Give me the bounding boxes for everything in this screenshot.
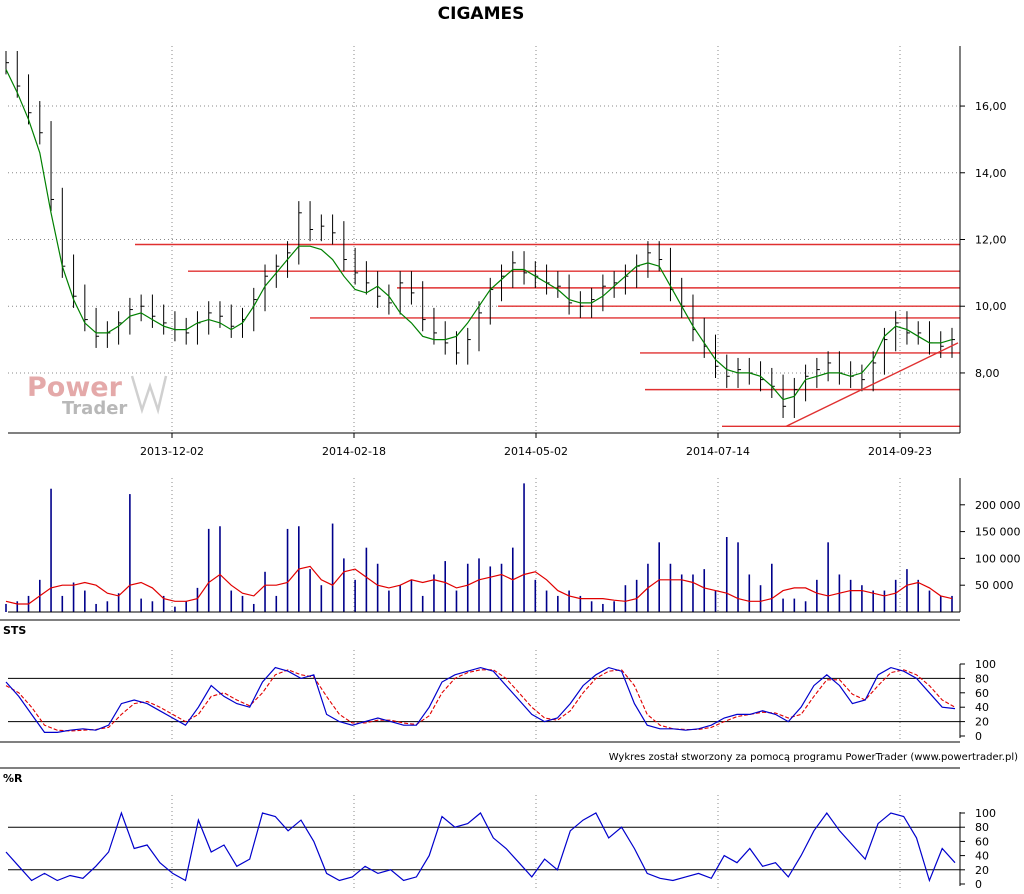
watermark-power-text: Power [27, 372, 123, 403]
trend-line [785, 342, 959, 427]
powertrader-watermark: Power Trader [27, 372, 168, 419]
williams-r-y-tick-label: 80 [975, 821, 989, 834]
williams-r-y-tick-label: 100 [975, 807, 996, 820]
williams-r-y-tick-label: 0 [975, 878, 982, 891]
sts-y-tick-label: 0 [975, 730, 982, 743]
volume-y-tick-label: 200 000 [975, 499, 1021, 512]
watermark-w-icon [130, 375, 168, 415]
volume-bars [5, 483, 953, 612]
volume-panel: 50 000 100 000 150 000 200 000 [0, 478, 1021, 621]
sts-y-tick-label: 20 [975, 716, 989, 729]
price-x-ticks: 2013-12-02 2014-02-18 2014-05-02 2014-07-14… [140, 433, 932, 458]
price-y-tick-label: 8,00 [975, 367, 1000, 380]
volume-y-ticks: 50 000 100 000 150 000 200 000 [960, 499, 1021, 592]
volume-y-tick-label: 50 000 [975, 579, 1014, 592]
sts-y-tick-label: 100 [975, 658, 996, 671]
sts-panel-label: STS [3, 624, 26, 637]
price-panel: Power Trader 8,00 10,00 12,00 14,00 16,00 20… [5, 46, 1007, 458]
price-x-tick-label: 2013-12-02 [140, 445, 204, 458]
williams-r-reference-levels [8, 826, 960, 871]
price-grid [8, 46, 960, 433]
sts-grid [171, 650, 901, 740]
williams-r-panel-label: %R [3, 772, 23, 785]
price-y-tick-label: 16,00 [975, 100, 1007, 113]
price-bars [5, 51, 955, 418]
price-y-tick-label: 12,00 [975, 234, 1007, 247]
price-moving-average-line [5, 69, 953, 401]
powertrader-credit: Wykres został stworzony za pomocą progra… [609, 752, 1018, 763]
price-x-tick-label: 2014-09-23 [868, 445, 932, 458]
sts-y-tick-label: 40 [975, 701, 989, 714]
support-resistance-lines [135, 243, 960, 428]
price-x-tick-label: 2014-02-18 [322, 445, 386, 458]
volume-y-tick-label: 150 000 [975, 526, 1021, 539]
williams-r-grid [171, 795, 901, 890]
price-x-tick-label: 2014-05-02 [504, 445, 568, 458]
volume-y-tick-label: 100 000 [975, 552, 1021, 565]
williams-r-y-tick-label: 40 [975, 850, 989, 863]
sts-y-tick-label: 80 [975, 672, 989, 685]
volume-average-line [5, 565, 953, 605]
sts-reference-levels [8, 677, 960, 723]
price-y-tick-label: 10,00 [975, 300, 1007, 313]
price-y-tick-label: 14,00 [975, 167, 1007, 180]
sts-signal-line [5, 669, 956, 732]
chart-title: CIGAMES [438, 4, 525, 24]
williams-r-y-tick-label: 20 [975, 864, 989, 877]
price-y-ticks: 8,00 10,00 12,00 14,00 16,00 [960, 100, 1007, 380]
williams-r-line [5, 811, 956, 883]
sts-line [5, 666, 956, 733]
williams-r-y-tick-label: 60 [975, 835, 989, 848]
price-x-tick-label: 2014-07-14 [686, 445, 750, 458]
watermark-trader-text: Trader [62, 398, 127, 419]
sts-y-tick-label: 60 [975, 687, 989, 700]
